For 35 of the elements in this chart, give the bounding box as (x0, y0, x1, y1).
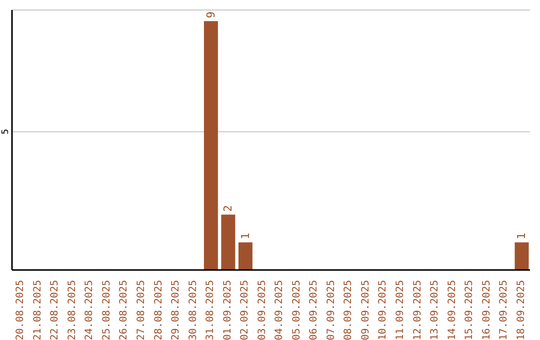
x-tick-label: 25.08.2025 (101, 280, 112, 340)
data-label: 1 (238, 232, 252, 240)
x-tick-label: 11.09.2025 (395, 280, 406, 340)
x-tick-label: 10.09.2025 (378, 280, 389, 340)
x-tick-label: 30.08.2025 (188, 280, 199, 340)
x-tick-label: 18.09.2025 (516, 280, 527, 340)
x-tick-label: 14.09.2025 (446, 280, 458, 340)
data-label: 9 (204, 11, 218, 18)
data-label: 2 (222, 205, 235, 212)
x-tick-label: 20.08.2025 (15, 280, 26, 340)
x-tick-label: 05.09.2025 (291, 280, 302, 340)
x-tick-label: 31.08.2025 (205, 280, 216, 340)
x-tick-label: 13.09.2025 (430, 280, 441, 340)
y-tick-label: 5 (1, 128, 11, 134)
x-tick-label: 07.09.2025 (326, 280, 337, 340)
x-tick-label: 21.08.2025 (32, 280, 44, 340)
x-tick-label: 12.09.2025 (412, 280, 424, 340)
x-tick-label: 16.09.2025 (481, 280, 492, 340)
x-tick-label: 15.09.2025 (464, 280, 476, 340)
data-label: 1 (515, 232, 528, 240)
x-tick-label: 27.08.2025 (136, 280, 147, 340)
x-tick-label: 26.08.2025 (118, 280, 130, 340)
x-tick-label: 01.09.2025 (222, 280, 234, 340)
x-tick-label: 24.08.2025 (84, 280, 96, 340)
x-tick-label: 23.08.2025 (66, 280, 78, 340)
x-tick-label: 28.08.2025 (153, 280, 164, 340)
x-tick-label: 29.08.2025 (170, 280, 182, 340)
x-tick-label: 02.09.2025 (240, 280, 251, 340)
x-tick-label: 22.08.2025 (50, 280, 61, 340)
x-tick-label: 08.09.2025 (343, 280, 354, 340)
x-tick-label: 04.09.2025 (274, 280, 286, 340)
x-tick-label: 17.09.2025 (498, 280, 510, 340)
x-tick-label: 09.09.2025 (360, 280, 372, 340)
x-tick-label: 06.09.2025 (308, 280, 320, 340)
x-tick-label: 03.09.2025 (256, 280, 268, 340)
